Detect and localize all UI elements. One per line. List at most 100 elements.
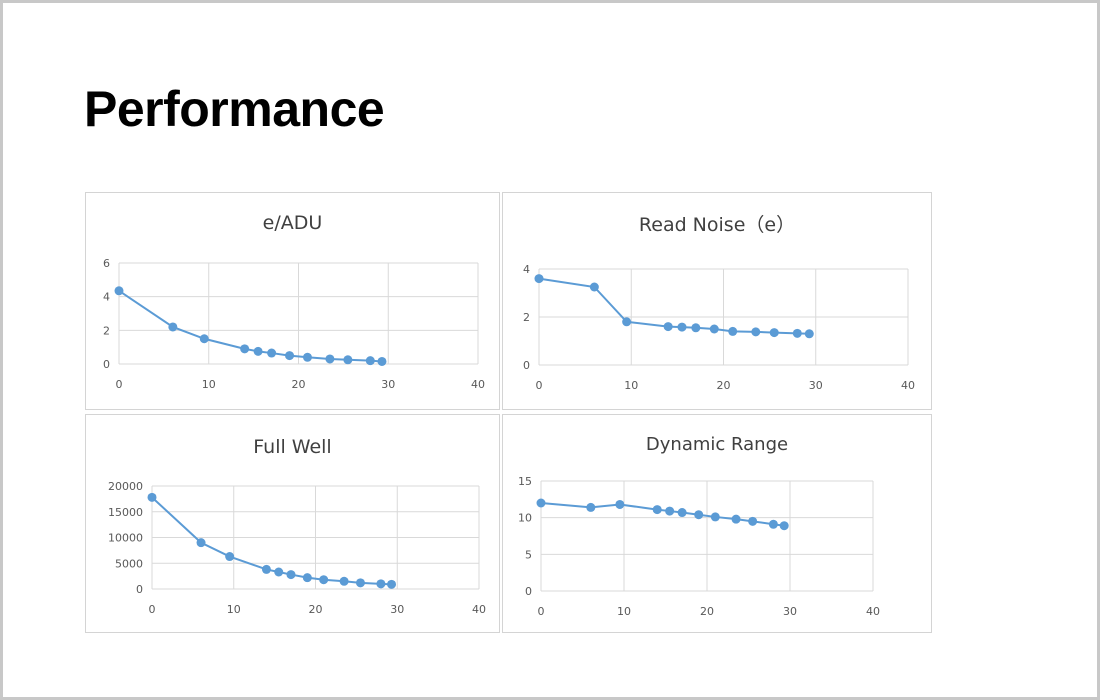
y-tick-label: 2 [103,324,110,337]
x-tick-label: 20 [309,603,323,616]
chart-title: Read Noise（e） [639,214,795,236]
x-tick-label: 30 [381,378,395,391]
x-tick-label: 40 [471,378,485,391]
data-point [536,498,546,508]
y-tick-label: 4 [103,291,110,304]
y-tick-label: 5000 [115,557,143,570]
data-point [728,326,738,336]
data-point [343,355,353,365]
chart-title: Full Well [253,436,331,458]
data-point [355,578,365,588]
y-tick-label: 6 [103,257,110,270]
series-line [118,289,383,363]
x-tick-label: 0 [116,378,123,391]
y-tick-label: 15 [518,475,532,488]
data-point [261,564,271,574]
chart-panel-e-adu: e/ADU 0 2 4 6 0 10 20 30 40 [85,192,500,410]
data-point [665,506,675,516]
x-tick-label: 10 [617,605,631,618]
data-point [792,328,802,338]
x-tick-label: 40 [472,603,486,616]
chart-title: Dynamic Range [646,434,788,455]
x-tick-label: 20 [717,379,731,392]
data-point [586,502,596,512]
chart-panel-full-well: Full Well 0 5000 10000 15000 20000 0 10 20 30 40 [85,414,500,633]
data-point [225,552,235,562]
data-point [196,538,206,548]
chart-full-well: Full Well 0 5000 10000 15000 20000 0 10 20 30 40 [108,436,486,616]
data-point [302,573,312,583]
data-point [285,351,295,361]
x-tick-label: 30 [783,605,797,618]
data-point [677,322,687,332]
data-point [274,567,284,577]
y-tick-label: 0 [525,585,532,598]
data-point [731,514,741,524]
data-point [114,286,124,296]
data-point [751,327,761,337]
data-point [677,508,687,518]
y-tick-label: 0 [523,359,530,372]
data-point [286,570,296,580]
data-point [691,323,701,333]
x-tick-label: 20 [700,605,714,618]
data-point [615,499,625,509]
x-tick-label: 10 [202,378,216,391]
data-point [694,510,704,520]
data-point [710,512,720,522]
chart-panel-dynamic-range: Dynamic Range 0 5 10 15 0 10 20 30 40 [502,414,932,633]
data-point [768,519,778,529]
data-point [377,356,387,366]
chart-dynamic-range: Dynamic Range 0 5 10 15 0 10 20 30 40 [518,434,880,618]
x-tick-label: 0 [149,603,156,616]
data-point [240,344,250,354]
data-point [267,348,277,358]
data-point [253,346,263,356]
x-tick-label: 10 [624,379,638,392]
y-tick-label: 10000 [108,532,143,545]
x-tick-label: 40 [901,379,915,392]
chart-panel-read-noise: Read Noise（e） 0 2 4 0 10 20 30 40 [502,192,932,410]
x-tick-label: 10 [227,603,241,616]
data-point [147,492,157,502]
series-line [540,502,785,527]
y-tick-label: 15000 [108,506,143,519]
y-tick-label: 10 [518,512,532,525]
data-point [709,324,719,334]
y-tick-label: 0 [136,583,143,596]
series-line [151,496,392,586]
data-point [339,576,349,586]
data-point [168,322,178,332]
data-point [534,274,544,284]
y-tick-label: 4 [523,263,530,276]
data-point [804,329,814,339]
data-point [748,516,758,526]
x-tick-label: 30 [809,379,823,392]
series-line [538,277,810,335]
y-tick-label: 20000 [108,480,143,493]
data-point [199,334,209,344]
x-tick-label: 0 [538,605,545,618]
y-tick-label: 5 [525,548,532,561]
data-point [376,579,386,589]
data-point [622,317,632,327]
data-point [769,328,779,338]
chart-title: e/ADU [263,212,323,234]
x-tick-label: 40 [866,605,880,618]
y-tick-label: 2 [523,311,530,324]
x-tick-label: 0 [536,379,543,392]
data-point [589,282,599,292]
data-point [652,505,662,515]
data-point [387,579,397,589]
x-tick-label: 20 [292,378,306,391]
page-title: Performance [84,81,385,137]
data-point [325,354,335,364]
data-point [663,322,673,332]
y-tick-label: 0 [103,358,110,371]
data-point [319,575,329,585]
data-point [302,352,312,362]
data-point [365,356,375,366]
x-tick-label: 30 [390,603,404,616]
